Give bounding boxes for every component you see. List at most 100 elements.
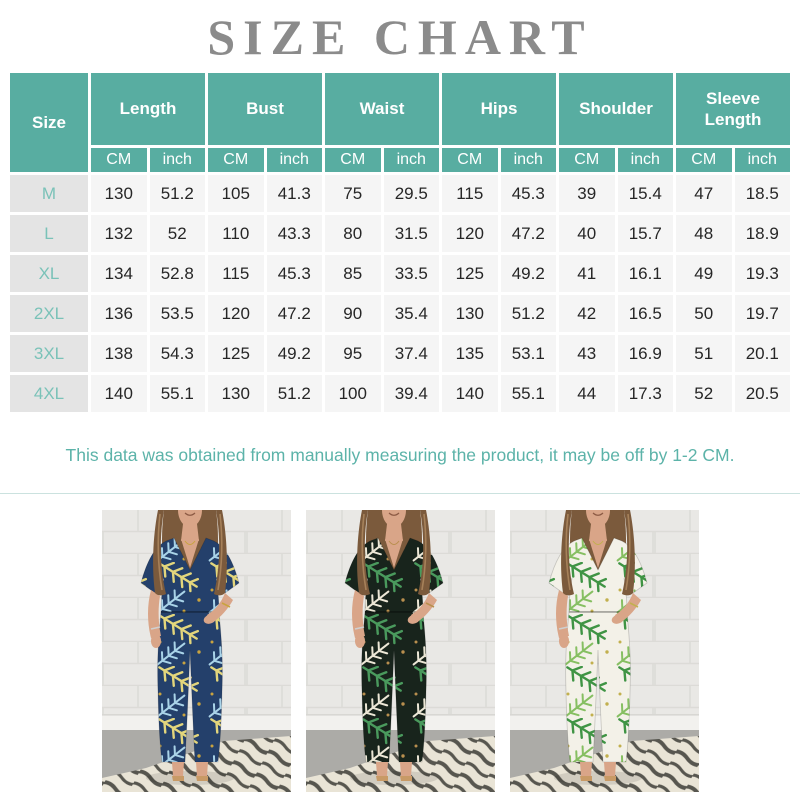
data-cell: 39.4 [383,375,439,412]
data-cell: 115 [442,175,498,212]
size-cell: XL [10,255,88,292]
data-cell: 49 [676,255,732,292]
table-row-3xl: 3XL 138 54.3 125 49.2 95 37.4 135 53.1 43 16.9 51 20… [10,335,790,372]
data-cell: 120 [208,295,264,332]
data-cell: 20.1 [734,335,790,372]
data-cell: 29.5 [383,175,439,212]
data-cell: 17.3 [617,375,673,412]
data-cell: 39 [559,175,615,212]
product-photo-white-green-tropical-jumpsuit [509,510,699,792]
size-cell: 3XL [10,335,88,372]
data-cell: 15.7 [617,215,673,252]
col-header-hips: Hips [442,73,556,145]
data-cell: 16.9 [617,335,673,372]
table-body: M 130 51.2 105 41.3 75 29.5 115 45.3 39 15.4 47 18.5… [10,175,790,412]
data-cell: 50 [676,295,732,332]
data-cell: 110 [208,215,264,252]
unit-header-cm: CM [676,148,732,172]
data-cell: 35.4 [383,295,439,332]
data-cell: 80 [325,215,381,252]
data-cell: 125 [442,255,498,292]
data-cell: 19.3 [734,255,790,292]
data-cell: 18.9 [734,215,790,252]
data-cell: 45.3 [266,255,322,292]
page-title: SIZE CHART [207,9,593,65]
data-cell: 100 [325,375,381,412]
data-cell: 53.5 [149,295,205,332]
unit-header-inch: inch [734,148,790,172]
table-head: Size Length Bust Waist Hips Shoulder Sleeve Le… [10,73,790,172]
data-cell: 48 [676,215,732,252]
product-photos [0,510,800,792]
data-cell: 51.2 [500,295,556,332]
data-cell: 51.2 [266,375,322,412]
table-row-4xl: 4XL 140 55.1 130 51.2 100 39.4 140 55.1 44 17.3 52 2… [10,375,790,412]
product-photo-black-green-tropical-jumpsuit [305,510,495,792]
measurement-note: This data was obtained from manually mea… [65,445,735,465]
data-cell: 16.1 [617,255,673,292]
data-cell: 40 [559,215,615,252]
data-cell: 52 [149,215,205,252]
unit-header-cm: CM [208,148,264,172]
size-cell: L [10,215,88,252]
data-cell: 132 [91,215,147,252]
data-cell: 130 [91,175,147,212]
data-cell: 75 [325,175,381,212]
data-cell: 16.5 [617,295,673,332]
col-header-size: Size [10,73,88,172]
unit-header-inch: inch [149,148,205,172]
data-cell: 47 [676,175,732,212]
section-divider [0,493,800,494]
data-cell: 130 [208,375,264,412]
product-photo-navy-tropical-jumpsuit [101,510,291,792]
data-cell: 95 [325,335,381,372]
data-cell: 41.3 [266,175,322,212]
col-header-shoulder: Shoulder [559,73,673,145]
data-cell: 52 [676,375,732,412]
unit-header-inch: inch [617,148,673,172]
data-cell: 140 [442,375,498,412]
data-cell: 47.2 [266,295,322,332]
data-cell: 90 [325,295,381,332]
data-cell: 19.7 [734,295,790,332]
data-cell: 135 [442,335,498,372]
unit-header-cm: CM [325,148,381,172]
table-row-xl: XL 134 52.8 115 45.3 85 33.5 125 49.2 41 16.1 49 19.… [10,255,790,292]
data-cell: 51 [676,335,732,372]
data-cell: 43.3 [266,215,322,252]
table-row-l: L 132 52 110 43.3 80 31.5 120 47.2 40 15.7 48 18.9 [10,215,790,252]
data-cell: 105 [208,175,264,212]
table-row-2xl: 2XL 136 53.5 120 47.2 90 35.4 130 51.2 42 16.5 50 19… [10,295,790,332]
data-cell: 54.3 [149,335,205,372]
data-cell: 18.5 [734,175,790,212]
unit-header-cm: CM [442,148,498,172]
data-cell: 138 [91,335,147,372]
unit-header-cm: CM [91,148,147,172]
unit-header-cm: CM [559,148,615,172]
data-cell: 44 [559,375,615,412]
data-cell: 49.2 [500,255,556,292]
data-cell: 43 [559,335,615,372]
unit-header-inch: inch [383,148,439,172]
data-cell: 42 [559,295,615,332]
size-cell: 2XL [10,295,88,332]
data-cell: 85 [325,255,381,292]
data-cell: 37.4 [383,335,439,372]
data-cell: 20.5 [734,375,790,412]
data-cell: 120 [442,215,498,252]
data-cell: 33.5 [383,255,439,292]
data-cell: 115 [208,255,264,292]
data-cell: 31.5 [383,215,439,252]
data-cell: 45.3 [500,175,556,212]
data-cell: 52.8 [149,255,205,292]
size-cell: 4XL [10,375,88,412]
col-header-sleeve-length: Sleeve Length [676,73,790,145]
data-cell: 125 [208,335,264,372]
data-cell: 136 [91,295,147,332]
size-cell: M [10,175,88,212]
data-cell: 15.4 [617,175,673,212]
table-row-m: M 130 51.2 105 41.3 75 29.5 115 45.3 39 15.4 47 18.5 [10,175,790,212]
data-cell: 49.2 [266,335,322,372]
col-header-waist: Waist [325,73,439,145]
